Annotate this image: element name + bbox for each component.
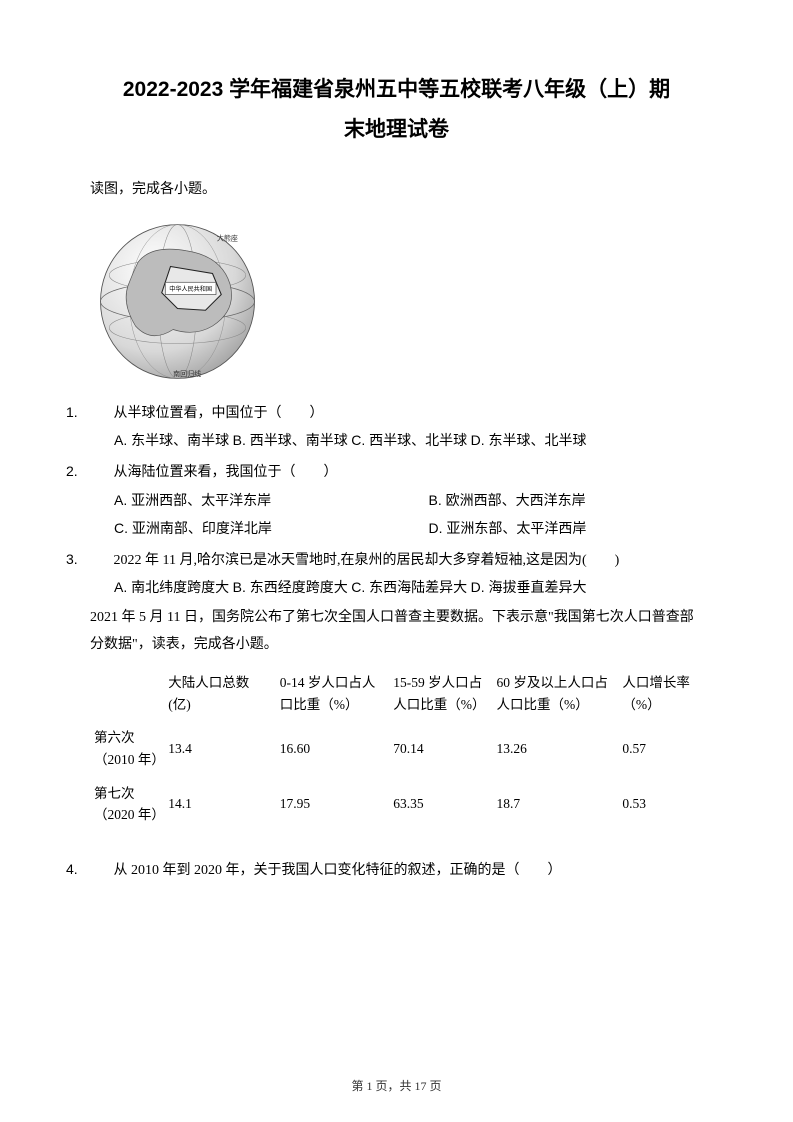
table-intro-paragraph: 2021 年 5 月 11 日，国务院公布了第七次全国人口普查主要数据。下表示意… [90, 605, 703, 658]
table-cell: 0.53 [618, 777, 703, 832]
option-label: C. [351, 579, 369, 595]
question-1: 1. 从半球位置看，中国位于（ ） [114, 399, 703, 428]
table-cell: 13.4 [164, 721, 275, 776]
table-cell: 0.57 [618, 721, 703, 776]
option-label: C. [114, 520, 132, 536]
option-label: A. [114, 492, 131, 508]
option-label: B. [233, 432, 250, 448]
q1-opt-b: 西半球、南半球 [250, 434, 348, 449]
globe-center-label: 中华人民共和国 [169, 285, 212, 293]
globe-top-label: 大熊座 [217, 233, 238, 242]
table-header: 大陆人口总数(亿) [164, 666, 275, 721]
exam-title: 2022-2023 学年福建省泉州五中等五校联考八年级（上）期 末地理试卷 [90, 70, 703, 150]
table-cell: 13.26 [492, 721, 618, 776]
table-header: 人口增长率（%） [618, 666, 703, 721]
title-line-1: 2022-2023 学年福建省泉州五中等五校联考八年级（上）期 [123, 78, 670, 101]
option-label: D. [429, 520, 447, 536]
table-header [90, 666, 164, 721]
table-row: 第六次（2010 年） 13.4 16.60 70.14 13.26 0.57 [90, 721, 703, 776]
q2-opt-d: 亚洲东部、太平洋西岸 [446, 522, 586, 537]
option-label: D. [471, 432, 489, 448]
table-row: 第七次（2020 年） 14.1 17.95 63.35 18.7 0.53 [90, 777, 703, 832]
title-line-2: 末地理试卷 [344, 118, 449, 141]
table-header-row: 大陆人口总数(亿) 0-14 岁人口占人口比重（%） 15-59 岁人口占人口比… [90, 666, 703, 721]
question-2: 2. 从海陆位置来看，我国位于（ ） [114, 458, 703, 487]
q3-number: 3. [90, 546, 110, 573]
q2-opt-a: 亚洲西部、太平洋东岸 [131, 494, 271, 509]
intro-text: 读图，完成各小题。 [90, 178, 703, 198]
page-footer: 第 1 页，共 17 页 [0, 1077, 793, 1094]
table-header: 15-59 岁人口占人口比重（%） [389, 666, 492, 721]
q1-options: A. 东半球、南半球 B. 西半球、南半球 C. 西半球、北半球 D. 东半球、… [114, 427, 703, 456]
q3-opt-c: 东西海陆差异大 [369, 581, 467, 596]
q1-opt-a: 东半球、南半球 [131, 434, 229, 449]
q1-opt-d: 东半球、北半球 [489, 434, 587, 449]
question-3: 3. 2022 年 11 月,哈尔滨已是冰天雪地时,在泉州的居民却大多穿着短袖,… [114, 546, 703, 575]
table-cell: 18.7 [492, 777, 618, 832]
q3-opt-b: 东西经度跨度大 [250, 581, 348, 596]
q3-text: 2022 年 11 月,哈尔滨已是冰天雪地时,在泉州的居民却大多穿着短袖,这是因… [114, 553, 620, 568]
census-table: 大陆人口总数(亿) 0-14 岁人口占人口比重（%） 15-59 岁人口占人口比… [90, 666, 703, 832]
option-label: D. [471, 579, 489, 595]
option-label: A. [114, 432, 131, 448]
table-cell: 第六次（2010 年） [90, 721, 164, 776]
q4-number: 4. [90, 856, 110, 883]
question-4: 4. 从 2010 年到 2020 年，关于我国人口变化特征的叙述，正确的是（ … [114, 856, 703, 885]
q3-opt-d: 海拔垂直差异大 [489, 581, 587, 596]
option-label: B. [233, 579, 250, 595]
q2-text: 从海陆位置来看，我国位于（ ） [114, 465, 338, 480]
q2-opt-b: 欧洲西部、大西洋东岸 [446, 494, 586, 509]
q1-opt-c: 西半球、北半球 [369, 434, 467, 449]
table-cell: 17.95 [276, 777, 390, 832]
q2-number: 2. [90, 458, 110, 485]
q2-options: A. 亚洲西部、太平洋东岸 B. 欧洲西部、大西洋东岸 C. 亚洲南部、印度洋北… [114, 487, 703, 544]
q3-opt-a: 南北纬度跨度大 [131, 581, 229, 596]
table-header: 0-14 岁人口占人口比重（%） [276, 666, 390, 721]
table-cell: 14.1 [164, 777, 275, 832]
table-cell: 16.60 [276, 721, 390, 776]
globe-figure: 中华人民共和国 大熊座 南回归线 [90, 214, 265, 389]
option-label: C. [351, 432, 369, 448]
q3-options: A. 南北纬度跨度大 B. 东西经度跨度大 C. 东西海陆差异大 D. 海拔垂直… [114, 574, 703, 603]
table-header: 60 岁及以上人口占人口比重（%） [492, 666, 618, 721]
q4-text: 从 2010 年到 2020 年，关于我国人口变化特征的叙述，正确的是（ ） [114, 863, 562, 878]
q1-number: 1. [90, 399, 110, 426]
option-label: A. [114, 579, 131, 595]
table-cell: 70.14 [389, 721, 492, 776]
q1-text: 从半球位置看，中国位于（ ） [114, 406, 324, 421]
q2-opt-c: 亚洲南部、印度洋北岸 [132, 522, 272, 537]
option-label: B. [429, 492, 446, 508]
globe-svg: 中华人民共和国 大熊座 南回归线 [90, 214, 265, 389]
table-cell: 第七次（2020 年） [90, 777, 164, 832]
globe-bottom-label: 南回归线 [173, 369, 201, 378]
table-cell: 63.35 [389, 777, 492, 832]
